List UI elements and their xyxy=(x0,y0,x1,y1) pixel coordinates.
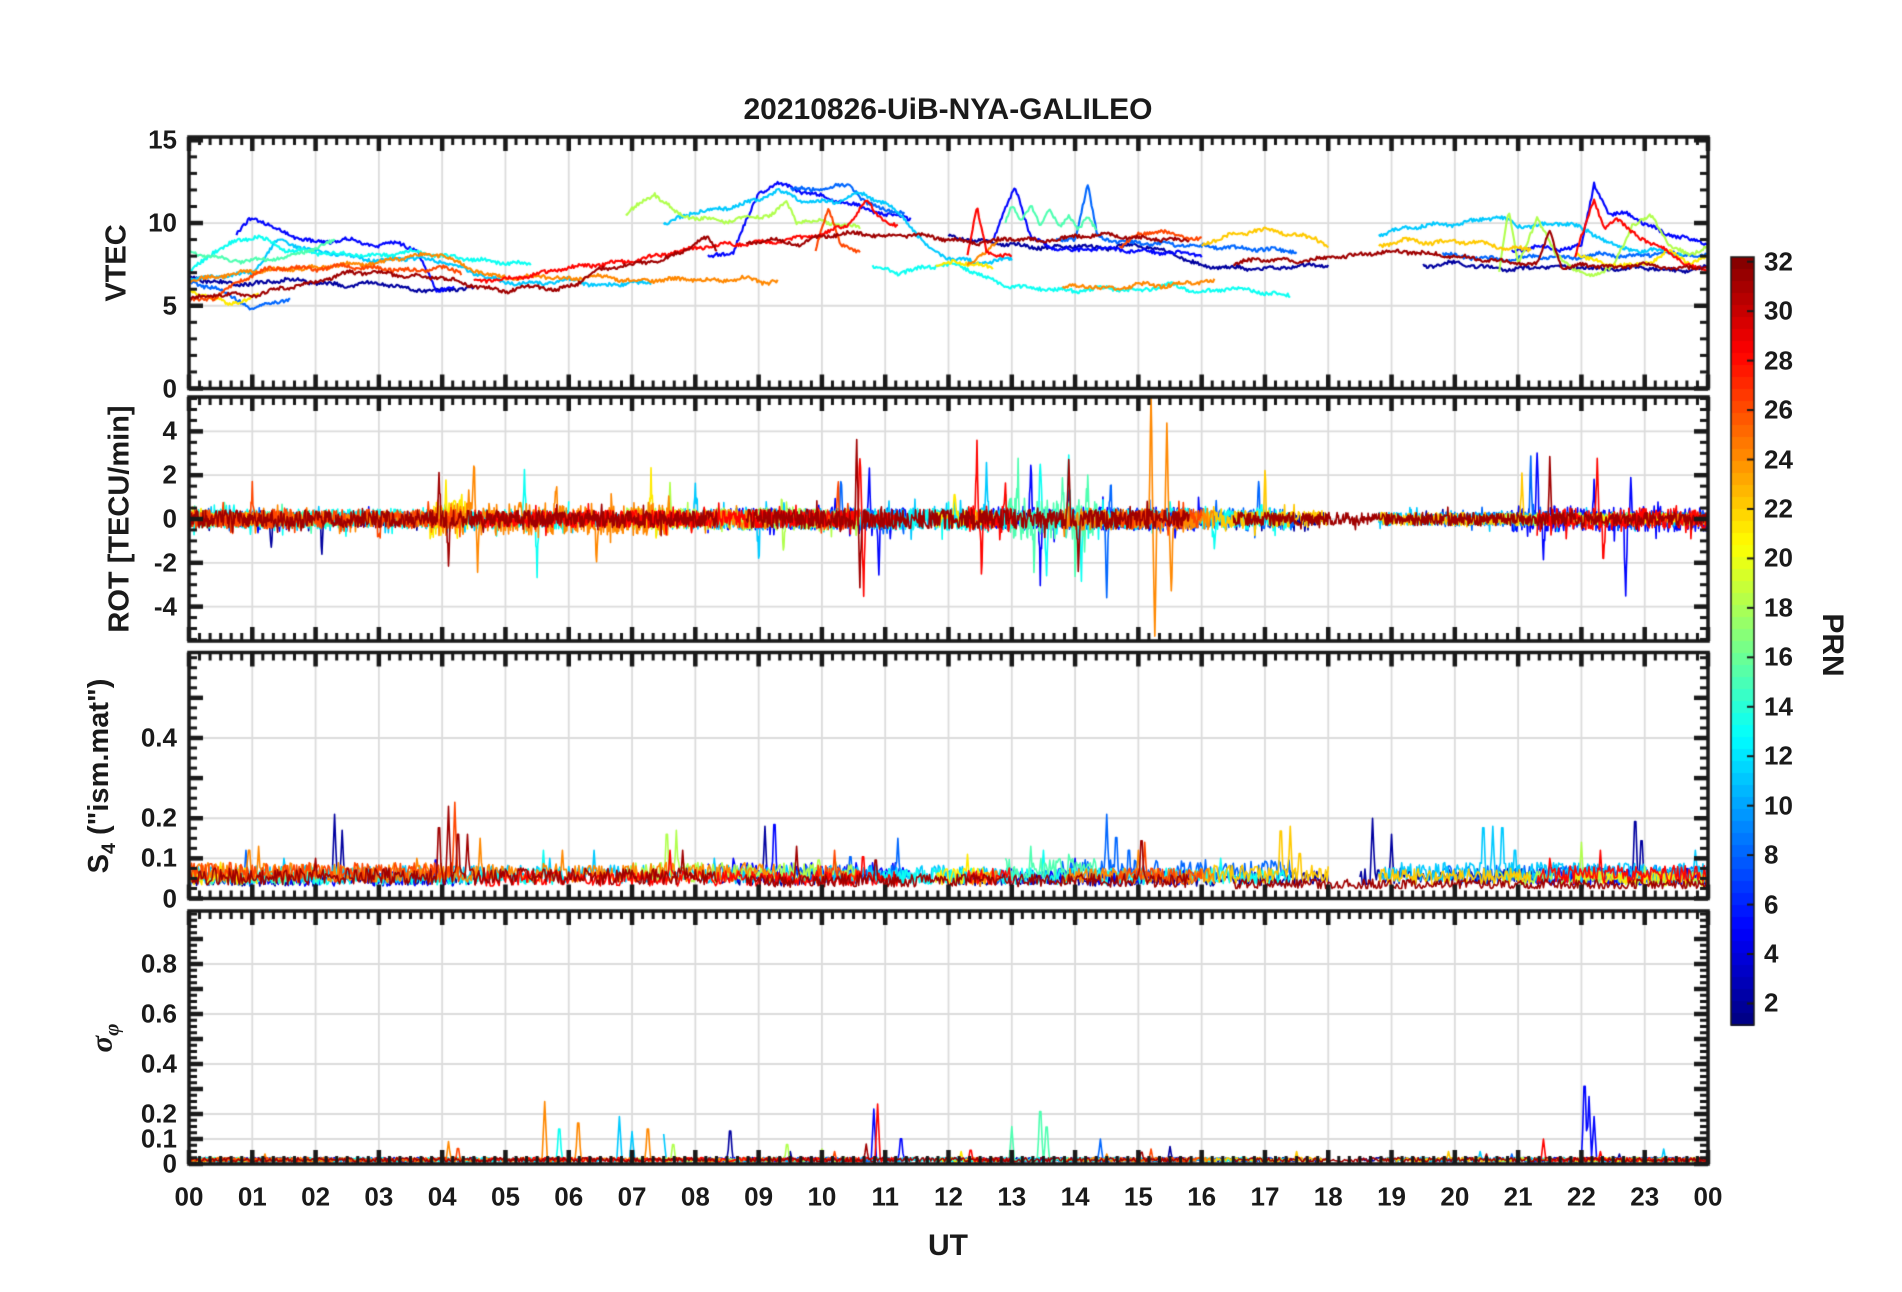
colorbar-tick-label: 30 xyxy=(1764,295,1793,326)
y-tick-label: -4 xyxy=(153,591,177,622)
y-tick-label: 0.1 xyxy=(140,842,177,873)
ylabel-s4-main: S xyxy=(83,853,116,873)
x-tick-label: 13 xyxy=(997,1181,1027,1212)
x-tick-label: 07 xyxy=(617,1181,647,1212)
colorbar-tick-label: 2 xyxy=(1764,987,1779,1018)
colorbar-tick-label: 24 xyxy=(1764,444,1793,474)
x-tick-label: 19 xyxy=(1377,1181,1406,1212)
x-tick-label: 03 xyxy=(364,1181,394,1212)
x-tick-label: 21 xyxy=(1503,1181,1533,1212)
sigma-symbol: σ xyxy=(83,1035,119,1053)
x-tick-label: 18 xyxy=(1313,1181,1343,1212)
x-tick-label: 11 xyxy=(871,1181,899,1212)
y-tick-label: 0 xyxy=(162,503,177,534)
colorbar-tick-label: 16 xyxy=(1764,641,1793,672)
colorbar-tick-label: 14 xyxy=(1764,691,1793,722)
x-tick-label: 16 xyxy=(1187,1181,1217,1212)
y-tick-label: 0.2 xyxy=(140,1098,177,1129)
y-tick-label: 0 xyxy=(162,1148,177,1179)
y-tick-label: 0.1 xyxy=(140,1123,177,1154)
colorbar-tick-label: 28 xyxy=(1764,345,1793,376)
x-tick-label: 00 xyxy=(174,1181,204,1212)
ylabel-s4-sub: 4 xyxy=(97,842,120,854)
ylabel-vtec: VTEC xyxy=(100,224,133,302)
x-tick-label: 06 xyxy=(554,1181,584,1212)
colorbar-tick-label: 26 xyxy=(1764,394,1793,425)
colorbar-tick-label: 32 xyxy=(1764,246,1793,277)
x-tick-label: 08 xyxy=(680,1181,710,1212)
xlabel: UT xyxy=(928,1229,968,1262)
x-tick-label: 04 xyxy=(427,1181,457,1212)
colorbar-tick-label: 20 xyxy=(1764,542,1793,573)
x-tick-label: 17 xyxy=(1250,1181,1280,1212)
y-tick-label: 0 xyxy=(162,883,177,913)
ylabel-s4: S4 ("ism.mat") xyxy=(83,678,121,873)
colorbar-tick-label: 22 xyxy=(1764,493,1793,524)
y-tick-label: 0.2 xyxy=(140,802,177,833)
phi-subscript: φ xyxy=(99,1022,124,1036)
x-tick-label: 14 xyxy=(1060,1181,1090,1212)
colorbar-label: PRN xyxy=(1816,613,1849,677)
colorbar-tick-label: 6 xyxy=(1764,889,1779,920)
y-tick-label: 0 xyxy=(162,373,177,403)
ylabel-sigma-phi: σφ xyxy=(83,1023,124,1052)
ylabel-s4-rest: ("ism.mat") xyxy=(83,678,116,843)
colorbar-tick-label: 18 xyxy=(1764,592,1793,623)
x-tick-label: 12 xyxy=(934,1181,963,1212)
y-tick-label: 5 xyxy=(162,290,177,321)
y-tick-label: 0.6 xyxy=(140,998,177,1029)
x-tick-label: 02 xyxy=(301,1181,331,1212)
y-tick-label: 0.4 xyxy=(140,722,177,753)
x-tick-label: 10 xyxy=(807,1181,837,1212)
x-tick-label: 05 xyxy=(490,1181,520,1212)
x-tick-label: 09 xyxy=(744,1181,774,1212)
y-tick-label: 4 xyxy=(162,415,177,446)
y-tick-label: 0.8 xyxy=(140,948,177,979)
x-tick-label: 00 xyxy=(1693,1181,1723,1212)
colorbar-tick-label: 4 xyxy=(1764,938,1779,969)
y-tick-label: 0.4 xyxy=(140,1048,177,1079)
x-tick-label: 15 xyxy=(1123,1181,1153,1212)
colorbar-tick-label: 12 xyxy=(1764,740,1793,771)
x-tick-label: 01 xyxy=(237,1181,267,1212)
x-tick-label: 20 xyxy=(1440,1181,1470,1212)
y-tick-label: -2 xyxy=(153,547,177,578)
y-tick-label: 10 xyxy=(148,207,177,238)
colorbar-tick-label: 10 xyxy=(1764,790,1793,821)
x-tick-label: 23 xyxy=(1630,1181,1660,1212)
x-tick-label: 22 xyxy=(1566,1181,1596,1212)
y-tick-label: 15 xyxy=(148,124,177,155)
chart-title: 20210826-UiB-NYA-GALILEO xyxy=(743,93,1153,126)
colorbar-tick-label: 8 xyxy=(1764,839,1779,870)
ylabel-rot: ROT [TECU/min] xyxy=(103,405,136,633)
y-tick-label: 2 xyxy=(162,459,177,490)
